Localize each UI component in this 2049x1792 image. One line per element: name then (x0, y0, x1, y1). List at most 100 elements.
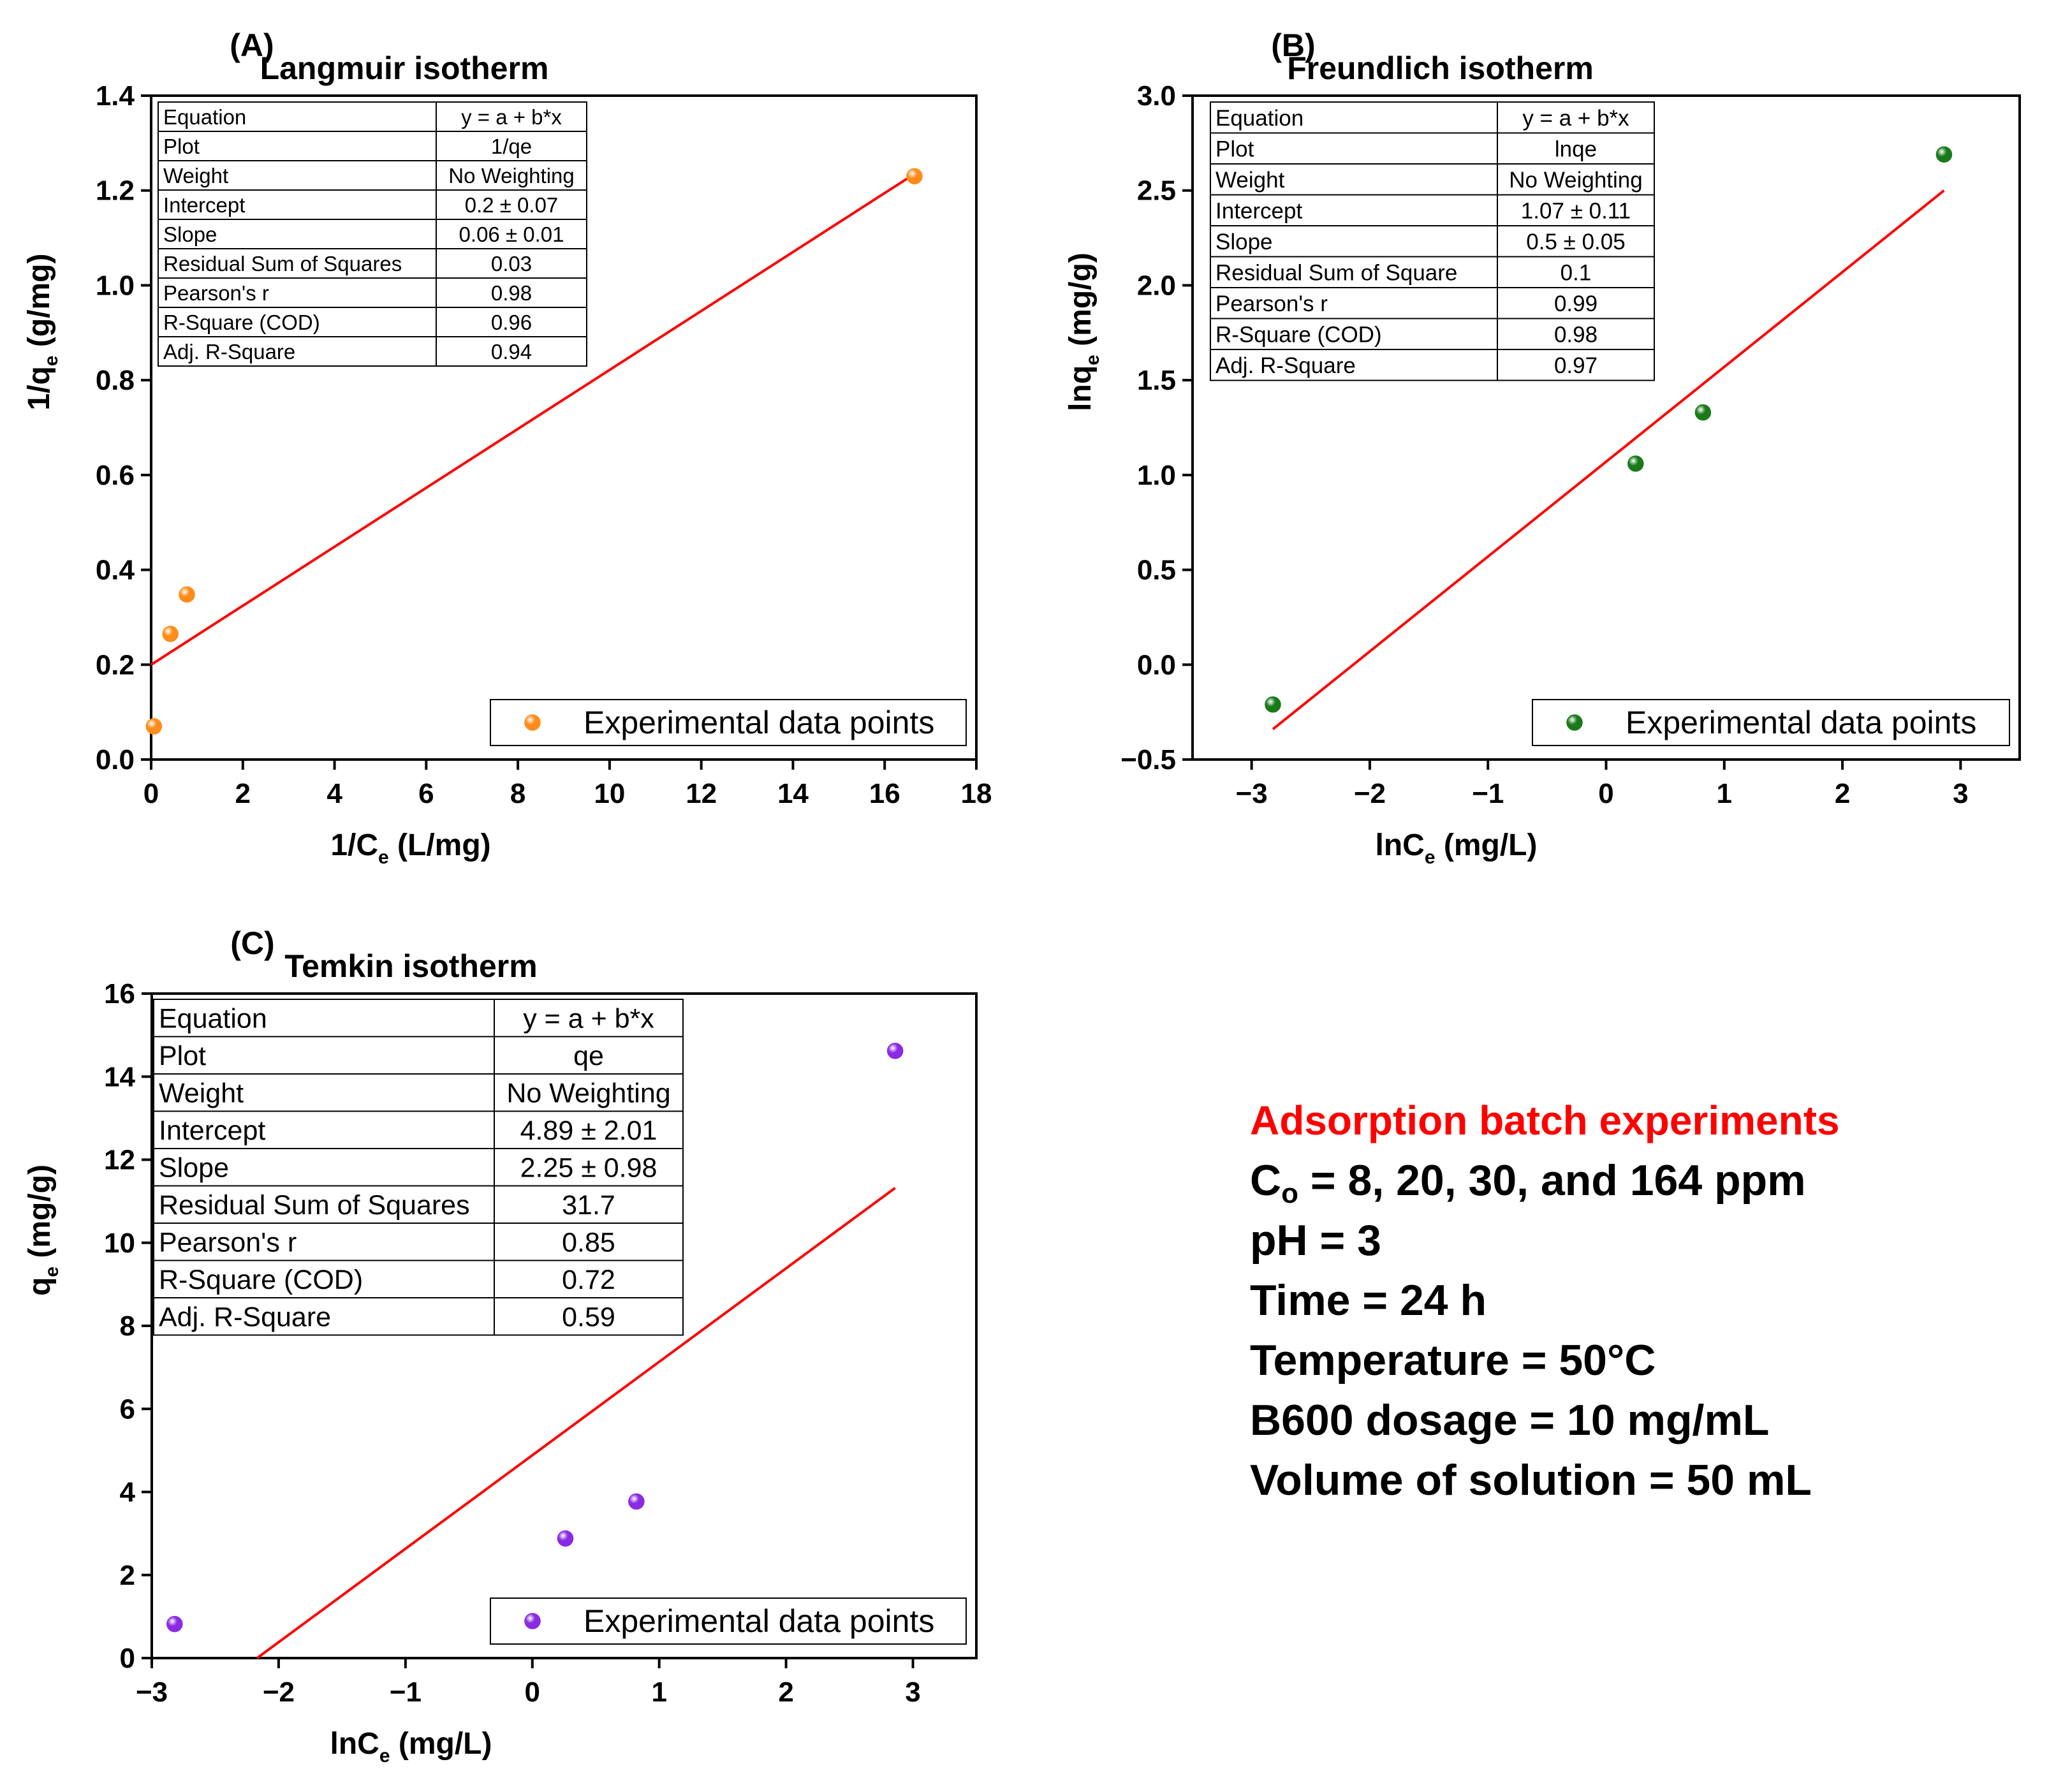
stats-table-value: y = a + b*x (1522, 106, 1629, 131)
x-axis-label: 1/Ce (L/mg) (330, 828, 490, 868)
legend-box (490, 699, 967, 746)
stats-table: Equation y = a + b*x Plot qe Weight No Weight… (153, 999, 684, 1336)
data-point (557, 1530, 574, 1547)
x-tick-label: 2 (1835, 778, 1850, 809)
x-axis-label-main: lnC (330, 1727, 379, 1761)
stats-table-key: Plot (159, 1041, 206, 1071)
stats-table: Equation y = a + b*x Plot lnqe Weight No Weig… (1210, 101, 1655, 381)
x-axis-label-unit: (mg/L) (1436, 828, 1538, 862)
y-tick-label: 0 (120, 1643, 135, 1674)
stats-table-value: 0.06 ± 0.01 (459, 223, 564, 246)
x-tick-label: 0 (525, 1677, 540, 1708)
stats-table-value: 0.99 (1554, 291, 1597, 316)
y-tick-label: 0.4 (96, 555, 135, 586)
y-axis-label: lnqe (mg/g) (1064, 253, 1103, 411)
legend: Experimental data points (490, 699, 967, 746)
fit-line (150, 173, 916, 666)
x-axis-label-main: 1/C (330, 828, 378, 862)
x-tick-label: −1 (1472, 778, 1504, 809)
stats-table-key: R-Square (COD) (159, 1265, 363, 1295)
stats-table-value: 2.25 ± 0.98 (520, 1152, 657, 1183)
concentration-subscript: o (1281, 1178, 1298, 1209)
stats-table-value: 0.98 (491, 281, 532, 305)
x-tick-label: 4 (327, 778, 342, 809)
y-tick-label: 0.8 (96, 365, 135, 396)
chart-panel-b: (B)Freundlich isotherm −3 −2 −1 0 1 2 3 −0.5 0.0 0… (1064, 27, 2021, 868)
stats-table-key: Slope (1215, 230, 1273, 254)
y-axis-label: qe (mg/g) (23, 1164, 62, 1296)
stats-table-value: 0.03 (491, 252, 532, 275)
stats-table-value: 0.98 (1554, 322, 1597, 347)
stats-table-value: 0.72 (562, 1265, 615, 1295)
condition-temperature: Temperature = 50°C (1250, 1336, 1656, 1384)
data-point (1265, 696, 1281, 713)
fit-line (256, 1187, 896, 1659)
condition-concentration: Co = 8, 20, 30, and 164 ppm (1250, 1150, 1840, 1210)
y-tick-label: 10 (104, 1228, 135, 1259)
stats-table-key: Pearson's r (163, 281, 269, 305)
stats-table-key: Adj. R-Square (1215, 353, 1356, 378)
stats-table-value: No Weighting (448, 164, 575, 187)
y-axis-label-subscript: e (41, 355, 62, 366)
y-axis-label-unit: (mg/g) (23, 1164, 57, 1267)
legend-label: Experimental data points (1626, 705, 1976, 740)
stats-table-value: 31.7 (562, 1190, 615, 1221)
data-point (166, 1615, 183, 1633)
stats-table-key: Intercept (163, 193, 245, 217)
y-tick-label: 1.2 (96, 175, 135, 207)
x-tick-label: 2 (778, 1677, 793, 1708)
y-axis-label-unit: (g/mg) (22, 253, 56, 355)
y-tick-label: 6 (120, 1393, 135, 1425)
y-tick-label: 8 (120, 1311, 135, 1342)
x-tick-label: 14 (777, 778, 809, 809)
stats-table-key: Adj. R-Square (163, 340, 295, 364)
stats-table-border (153, 999, 684, 1336)
y-tick-label: 0.5 (1137, 555, 1176, 586)
stats-table-value: 0.2 ± 0.07 (465, 193, 559, 217)
y-axis-label-main: q (23, 1277, 57, 1296)
condition-volume: Volume of solution = 50 mL (1250, 1456, 1812, 1504)
y-tick-label: 0.6 (96, 460, 135, 491)
stats-table-key: Intercept (159, 1115, 265, 1146)
data-point (145, 718, 163, 735)
x-tick-label: −3 (1236, 778, 1268, 809)
y-tick-label: 0.2 (96, 649, 135, 680)
stats-table-value: qe (573, 1041, 604, 1071)
stats-table-key: Slope (163, 223, 217, 246)
stats-table-value: 0.1 (1561, 260, 1592, 285)
chart-title: Freundlich isotherm (1287, 50, 1594, 86)
chart-title: Langmuir isotherm (260, 50, 549, 86)
data-point (906, 168, 923, 185)
stats-table-key: Equation (163, 105, 246, 129)
stats-table-key: Slope (159, 1152, 229, 1183)
x-tick-label: 10 (594, 778, 625, 809)
stats-table-key: Pearson's r (159, 1227, 297, 1258)
stats-table-value: 0.59 (562, 1302, 615, 1332)
legend-label: Experimental data points (584, 1603, 934, 1639)
x-tick-label: 2 (235, 778, 251, 809)
stats-table: Equation y = a + b*x Plot 1/qe Weight No Weig… (158, 101, 587, 367)
concentration-prefix: C (1250, 1156, 1282, 1205)
y-tick-label: 2 (120, 1560, 135, 1591)
x-axis-label-subscript: e (379, 1745, 390, 1766)
stats-table-key: R-Square (COD) (163, 311, 320, 334)
stats-table-border (158, 101, 587, 367)
x-tick-label: 1 (651, 1677, 666, 1708)
stats-table-value: 0.85 (562, 1227, 615, 1258)
legend-box (1532, 699, 2010, 746)
y-tick-label: 4 (120, 1477, 136, 1508)
stats-table-key: Adj. R-Square (159, 1302, 331, 1332)
legend: Experimental data points (1532, 699, 2010, 746)
stats-table-key: Pearson's r (1215, 291, 1328, 316)
stats-table-value: 1/qe (491, 135, 532, 158)
y-tick-label: 1.4 (96, 80, 135, 112)
x-tick-label: 12 (686, 778, 717, 809)
stats-table-key: Residual Sum of Squares (163, 252, 402, 275)
stats-table-value: 0.94 (491, 340, 532, 364)
x-tick-label: 3 (1953, 778, 1968, 809)
y-tick-label: 1.0 (1137, 460, 1176, 491)
y-tick-label: 3.0 (1137, 80, 1176, 112)
x-tick-label: 1 (1717, 778, 1732, 809)
fit-line (1272, 189, 1945, 730)
legend: Experimental data points (490, 1597, 967, 1645)
